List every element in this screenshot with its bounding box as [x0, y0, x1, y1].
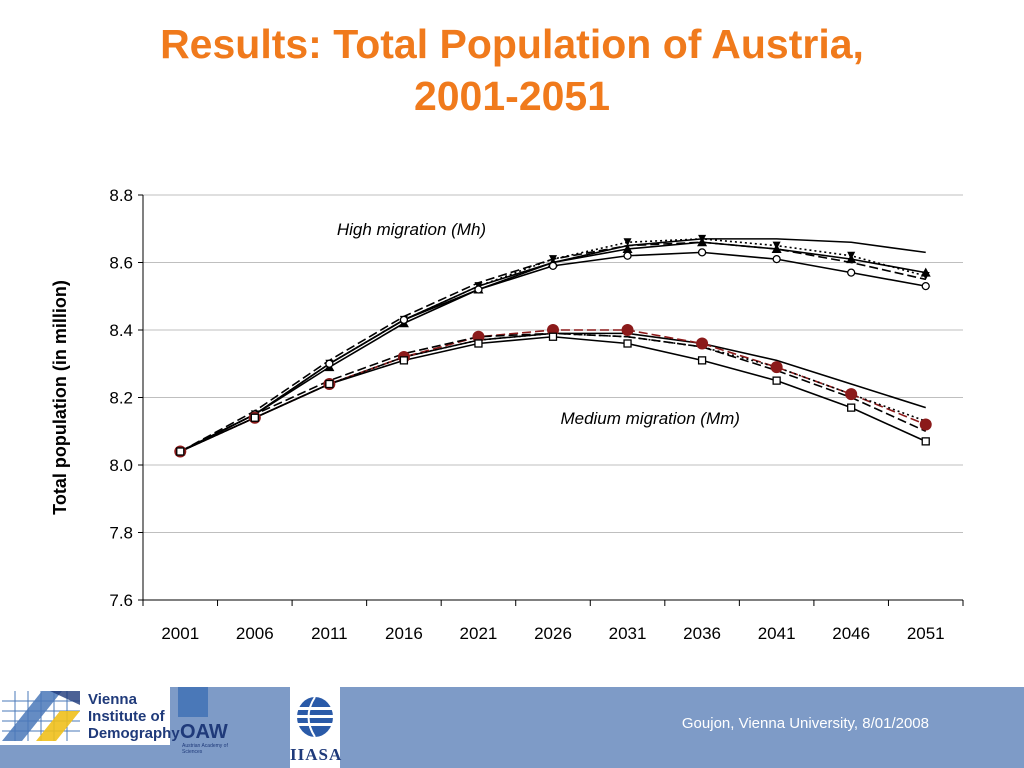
x-tick-label: 2011	[311, 624, 348, 643]
data-point-circle	[697, 248, 707, 257]
x-tick-label: 2036	[683, 624, 721, 643]
data-point-circle	[772, 254, 781, 264]
iiasa-globe-icon	[297, 696, 333, 738]
y-tick-label: 8.4	[109, 321, 133, 340]
population-line-chart: 7.6 7.8 8.0 8.2 8.4 8.6 8.8 2001 2006 2011 2016 202…	[50, 186, 964, 643]
chart-labels: 7.6 7.8 8.0 8.2 8.4 8.6 8.8 2001 2006 2011 2016 202…	[50, 186, 945, 643]
data-point-square	[250, 413, 259, 422]
vid-logo-line-3: Demography	[88, 725, 180, 742]
data-point-circle	[399, 315, 409, 325]
slide-title: Results: Total Population of Austria, 20…	[0, 18, 1024, 122]
y-tick-label: 8.0	[109, 456, 133, 475]
series-line	[179, 251, 926, 453]
footer-credit: Goujon, Vienna University, 8/01/2008	[681, 715, 929, 732]
data-point-square	[325, 379, 334, 389]
y-tick-label: 8.8	[109, 186, 133, 205]
data-point-filled-circle	[696, 337, 709, 350]
series-line	[179, 332, 926, 453]
data-point-square	[697, 356, 707, 365]
data-point-circle	[474, 285, 483, 294]
gridlines	[143, 194, 963, 533]
data-point-filled-circle	[621, 324, 634, 336]
vid-logo-line-1: Vienna	[88, 691, 137, 708]
vid-logo-text: Vienna Institute of Demography	[88, 691, 180, 742]
series-line	[179, 238, 926, 453]
data-point-circle	[623, 251, 632, 260]
y-tick-label: 7.8	[109, 524, 133, 543]
data-point-star	[698, 234, 707, 243]
y-tick-label: 8.2	[109, 389, 133, 408]
data-point-star	[772, 241, 781, 250]
series-lines	[179, 238, 927, 453]
slide-title-line-1: Results: Total Population of Austria,	[160, 21, 864, 67]
x-tick-label: 2016	[385, 624, 423, 643]
data-point-filled-circle	[845, 388, 858, 401]
data-point-square	[772, 376, 781, 385]
x-tick-label: 2031	[609, 624, 647, 643]
y-axis-label: Total population (in million)	[50, 280, 70, 515]
slide-title-line-2: 2001-2051	[413, 73, 611, 119]
x-tick-label: 2051	[907, 624, 945, 643]
data-point-filled-circle	[770, 361, 783, 374]
chart-annotation: Medium migration (Mm)	[560, 409, 739, 428]
data-point-star	[549, 255, 557, 264]
x-tick-label: 2001	[161, 624, 199, 643]
iiasa-logo: IIASA	[290, 687, 343, 768]
data-point-circle	[847, 268, 856, 277]
data-point-circle	[921, 281, 930, 291]
series-markers	[174, 234, 932, 458]
data-point-square	[921, 437, 930, 446]
vid-logo-line-2: Institute of	[88, 708, 165, 725]
series-line	[179, 332, 927, 453]
data-point-star	[847, 251, 856, 260]
series-line	[179, 241, 926, 453]
footer-bar: Vienna Institute of Demography OAW Austr…	[0, 687, 1024, 768]
oaw-logo-text: OAW	[180, 721, 228, 743]
data-point-circle	[548, 261, 558, 271]
data-point-square	[548, 332, 558, 341]
data-point-square	[623, 339, 632, 348]
data-point-circle	[325, 359, 334, 368]
chart-annotation: High migration (Mh)	[337, 220, 486, 239]
x-tick-label: 2041	[758, 624, 796, 643]
data-point-square	[474, 339, 483, 348]
data-point-square	[176, 447, 185, 456]
y-tick-label: 8.6	[109, 254, 133, 273]
vid-grid-mark-icon	[2, 691, 80, 741]
x-tick-label: 2006	[236, 624, 274, 643]
series-line	[179, 335, 927, 453]
oaw-building-icon	[178, 687, 208, 717]
data-point-triangle	[622, 244, 633, 253]
data-point-filled-circle	[919, 418, 932, 431]
axes	[138, 194, 964, 606]
x-tick-label: 2021	[460, 624, 498, 643]
x-tick-label: 2026	[534, 624, 572, 643]
oaw-logo-subtext: Austrian Academy of Sciences	[182, 743, 228, 755]
data-point-square	[847, 403, 856, 412]
data-point-star	[921, 272, 930, 280]
data-point-star	[623, 238, 632, 247]
data-point-square	[399, 356, 409, 365]
series-line	[179, 241, 926, 453]
series-line	[179, 332, 926, 453]
iiasa-logo-text: IIASA	[290, 745, 343, 764]
x-tick-label: 2046	[832, 624, 870, 643]
vienna-institute-logo: Vienna Institute of Demography	[0, 687, 180, 745]
y-tick-label: 7.6	[109, 591, 133, 610]
series-line	[179, 238, 926, 453]
oaw-logo: OAW Austrian Academy of Sciences	[176, 687, 236, 757]
